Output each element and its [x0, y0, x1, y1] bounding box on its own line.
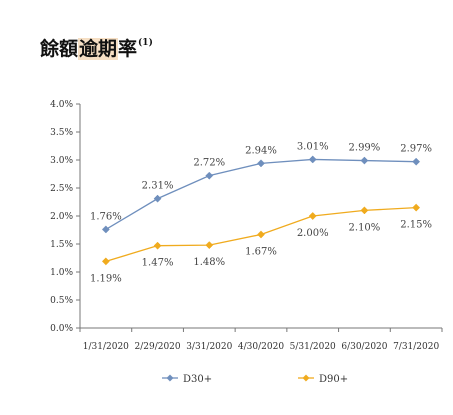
x-tick-label: 2/29/2020	[134, 342, 180, 352]
data-label-d30: 2.72%	[193, 158, 225, 169]
legend-label-d30: D30+	[183, 374, 212, 385]
data-point-d30	[153, 194, 162, 203]
data-point-d90	[308, 212, 317, 220]
y-tick-label: 0.5%	[50, 296, 73, 306]
y-tick-label: 1.5%	[50, 240, 73, 250]
data-point-d30	[101, 225, 110, 234]
data-point-d90	[153, 241, 162, 250]
data-label-d30: 2.31%	[142, 181, 174, 192]
y-tick-label: 3.5%	[50, 128, 73, 138]
legend-label-d90: D90+	[319, 374, 348, 385]
x-tick-label: 1/31/2020	[83, 342, 129, 352]
data-point-d30	[308, 155, 317, 164]
data-point-d90	[360, 206, 369, 215]
data-label-d90: 1.19%	[90, 273, 122, 284]
data-point-d90	[412, 203, 421, 212]
y-tick-label: 3.0%	[50, 156, 73, 166]
data-label-d90: 1.47%	[142, 258, 174, 269]
y-tick-label: 0.0%	[50, 324, 73, 334]
title-part-before: 餘額	[40, 38, 79, 60]
y-tick-label: 2.5%	[50, 184, 73, 194]
x-tick-label: 4/30/2020	[238, 342, 284, 352]
data-point-d90	[205, 241, 214, 250]
data-label-d90: 1.48%	[193, 257, 225, 268]
chart-title: 餘額逾期率 (1)	[40, 36, 153, 66]
x-tick-label: 5/31/2020	[290, 342, 336, 352]
legend-marker-d30	[166, 374, 174, 382]
data-label-d30: 2.97%	[400, 144, 432, 155]
x-tick-label: 3/31/2020	[186, 342, 232, 352]
data-label-d30: 3.01%	[297, 141, 329, 152]
title-text: 餘額逾期率	[40, 36, 137, 62]
data-point-d30	[257, 159, 265, 168]
data-label-d30: 2.94%	[245, 145, 277, 156]
data-point-d90	[257, 230, 265, 239]
data-label-d90: 2.10%	[349, 222, 381, 233]
data-point-d90	[101, 257, 110, 266]
data-label-d30: 1.76%	[90, 211, 122, 222]
footnote-marker: (1)	[138, 38, 153, 48]
legend-marker-d90	[302, 374, 310, 382]
title-part-after: 率	[118, 38, 138, 60]
data-label-d90: 2.15%	[400, 220, 432, 231]
data-point-d30	[360, 156, 369, 165]
title-part-highlight: 逾期	[78, 38, 119, 60]
x-tick-label: 7/31/2020	[393, 342, 439, 352]
data-label-d90: 1.67%	[245, 246, 277, 257]
data-label-d90: 2.00%	[297, 228, 329, 239]
data-label-d30: 2.99%	[349, 143, 381, 154]
data-point-d30	[205, 171, 214, 180]
data-point-d30	[412, 157, 421, 166]
y-tick-label: 4.0%	[50, 100, 73, 110]
y-tick-label: 2.0%	[50, 212, 73, 222]
series-line-d30	[105, 158, 417, 230]
x-tick-label: 6/30/2020	[341, 342, 387, 352]
y-tick-label: 1.0%	[50, 268, 73, 278]
